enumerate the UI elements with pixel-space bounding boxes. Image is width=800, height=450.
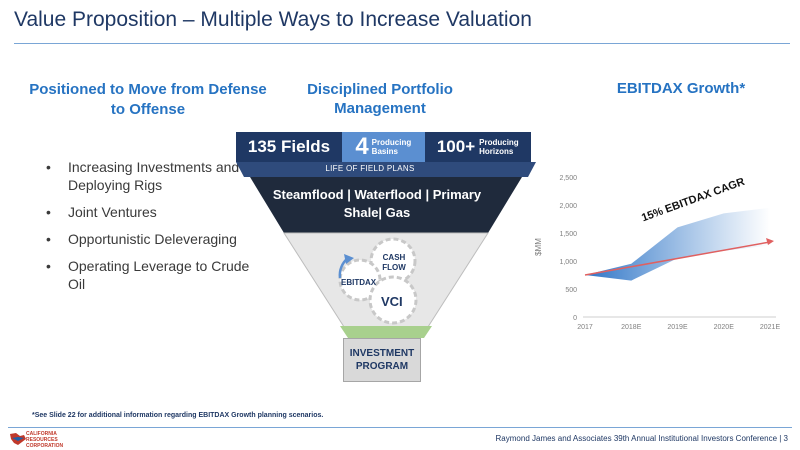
ebitdax-range-area (585, 207, 770, 281)
bullet-list: Increasing Investments and Deploying Rig… (40, 158, 250, 302)
x-tick-label: 2020E (714, 324, 735, 331)
slide-title: Value Proposition – Multiple Ways to Inc… (14, 8, 532, 31)
ebitdax-chart: 0 500 1,000 1,500 2,000 2,500 $MM 2017 2018E 2019… (534, 175, 781, 331)
bullet-item: Increasing Investments and Deploying Rig… (40, 158, 250, 194)
x-tick-label: 2019E (667, 324, 688, 331)
ebitdax-label: EBITDAX (341, 278, 377, 287)
x-tick-label: 2017 (577, 324, 593, 331)
gear-vci (368, 275, 418, 325)
horizons-label: Producing Horizons (479, 138, 519, 156)
y-tick-label: 1,000 (559, 259, 577, 266)
y-axis-label: $MM (534, 238, 543, 256)
life-of-field-label: LIFE OF FIELD PLANS (325, 164, 415, 173)
funnel-green-band (340, 326, 432, 338)
investment-program-box: INVESTMENT PROGRAM (343, 338, 421, 382)
y-tick-label: 2,000 (559, 203, 577, 210)
gear-ebitdax (338, 258, 382, 302)
basins-number: 4 (355, 133, 369, 160)
footer-divider (8, 427, 792, 428)
bullet-item: Operating Leverage to Crude Oil (40, 257, 250, 293)
x-tick-label: 2021E (760, 324, 781, 331)
basins-box: 4 Producing Basins (342, 132, 425, 162)
vci-label: VCI (381, 294, 403, 309)
footnote: *See Slide 22 for additional information… (32, 412, 324, 419)
bullet-item: Opportunistic Deleveraging (40, 230, 250, 248)
company-logo (10, 433, 26, 445)
trend-arrowhead-icon (766, 237, 774, 245)
basins-label: Producing Basins (371, 138, 412, 156)
horizons-number: 100+ (436, 137, 476, 156)
funnel-dark-band (250, 177, 522, 233)
title-divider (14, 43, 790, 44)
methods-text: Steamflood | Waterflood | Primary Shale|… (272, 187, 482, 220)
y-tick-label: 1,500 (559, 231, 577, 238)
y-tick-label: 0 (573, 315, 577, 322)
cagr-trend-line (584, 241, 771, 276)
rotation-arrowhead-icon (344, 254, 354, 264)
chart-heading: EBITDAX Growth* (616, 80, 746, 97)
cash-flow-label: CASH FLOW (382, 253, 406, 272)
funnel-diagram (236, 162, 536, 338)
left-heading: Positioned to Move from Defense to Offen… (29, 81, 267, 118)
logo-text: CALIFORNIA RESOURCES CORPORATION (26, 431, 64, 449)
x-tick-label: 2018E (621, 324, 642, 331)
y-tick-label: 500 (565, 287, 577, 294)
bullet-item: Joint Ventures (40, 203, 250, 221)
funnel-top-band (236, 162, 536, 177)
horizons-box: 100+ Producing Horizons (425, 132, 531, 162)
fields-box: 135 Fields (236, 132, 342, 162)
middle-heading: Disciplined Portfolio Management (307, 81, 453, 117)
y-tick-label: 2,500 (559, 175, 577, 182)
footer-text: Raymond James and Associates 39th Annual… (495, 434, 788, 443)
